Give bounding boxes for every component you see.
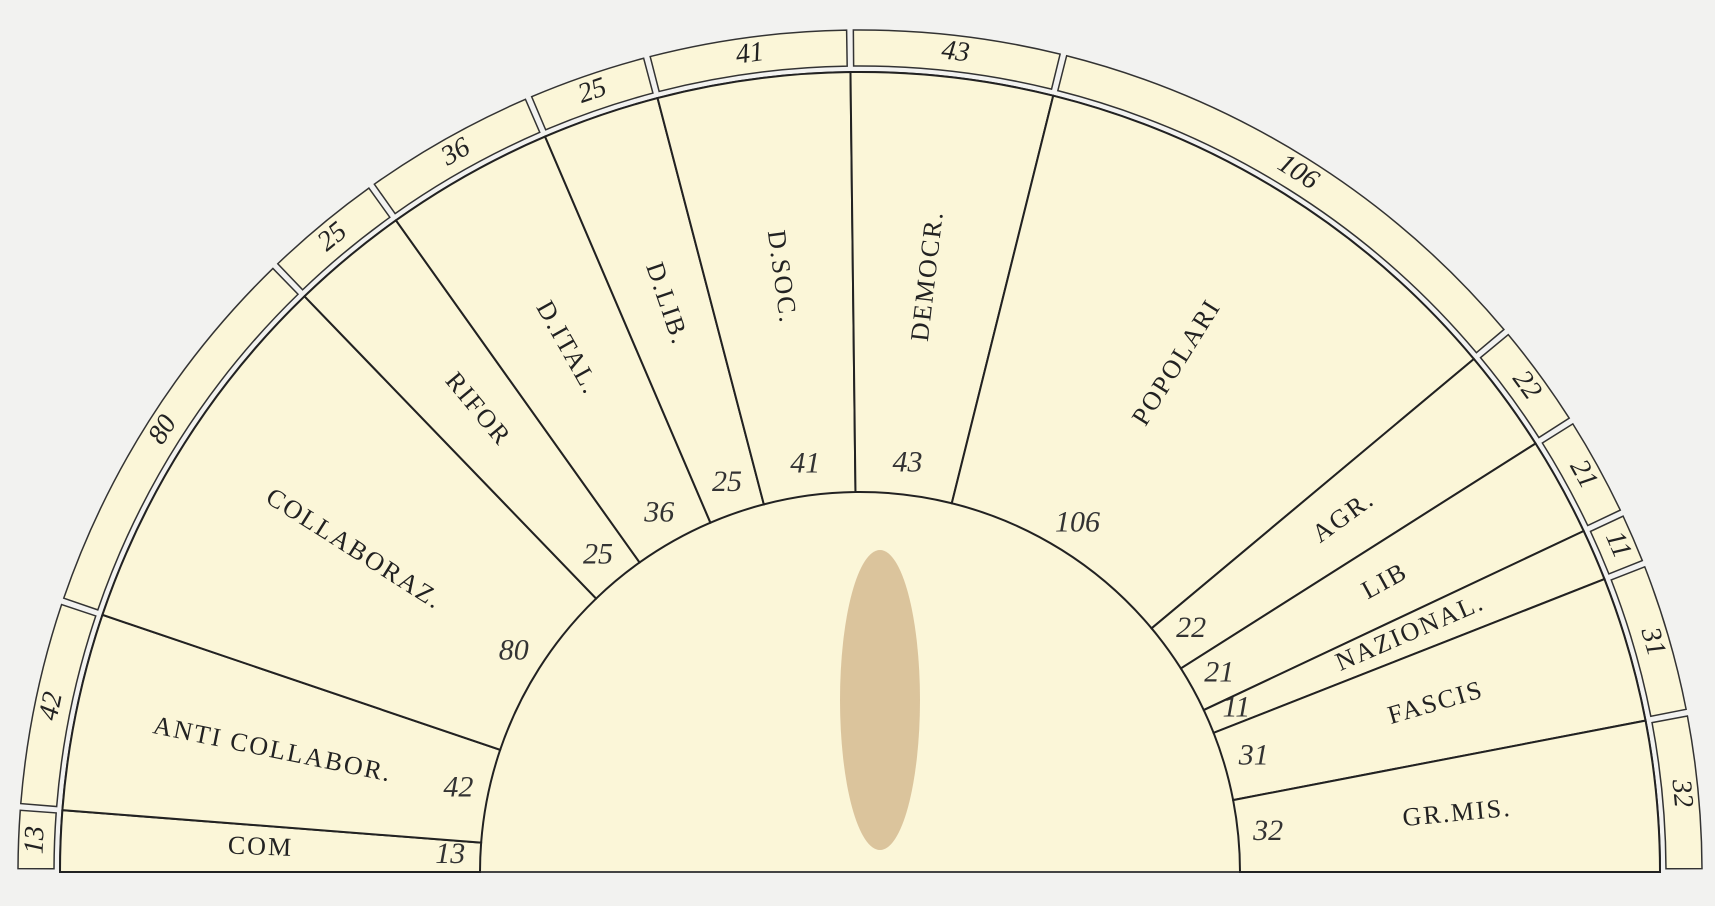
- seat-tab: [1610, 565, 1688, 718]
- seat-count-inner: 25: [712, 465, 742, 498]
- seat-count-inner: 41: [790, 447, 820, 480]
- seat-count-inner: 11: [1223, 690, 1251, 723]
- seat-tab: [1479, 333, 1571, 439]
- seat-wedge: [101, 294, 598, 752]
- seat-tab: [852, 29, 1062, 90]
- seat-tab: [649, 29, 848, 93]
- seat-tab: [17, 809, 57, 870]
- seat-tab: [530, 57, 654, 131]
- seat-tab: [276, 187, 391, 291]
- seat-tab: [19, 603, 97, 808]
- seat-count-inner: 80: [499, 633, 529, 666]
- party-label: COM: [227, 831, 293, 863]
- seat-count-inner: 21: [1204, 655, 1234, 688]
- seat-count-inner: 36: [643, 495, 674, 528]
- stain: [840, 550, 920, 850]
- seat-count-inner: 42: [443, 771, 473, 804]
- seat-count-tab: 32: [1665, 777, 1699, 809]
- seat-count-tab: 43: [940, 34, 971, 68]
- seat-count-inner: 43: [892, 446, 922, 479]
- seat-tab: [1056, 54, 1505, 354]
- seat-tab: [373, 98, 541, 215]
- seat-count-tab: 13: [19, 825, 51, 854]
- seat-tab: [1589, 515, 1644, 575]
- seat-tab: [1651, 715, 1703, 870]
- seat-count-inner: 32: [1252, 814, 1283, 847]
- seat-count-tab: 42: [33, 689, 69, 723]
- seat-count-inner: 31: [1238, 739, 1269, 772]
- seat-count-inner: 13: [435, 837, 465, 870]
- seat-count-tab: 41: [734, 36, 766, 70]
- seat-tab: [1541, 422, 1622, 527]
- seat-wedge: [950, 94, 1476, 630]
- seat-count-inner: 22: [1176, 611, 1206, 644]
- seat-tab: [62, 267, 300, 611]
- seat-count-inner: 25: [583, 538, 613, 571]
- seat-wedge: [1231, 719, 1662, 873]
- seat-count-inner: 106: [1055, 505, 1100, 538]
